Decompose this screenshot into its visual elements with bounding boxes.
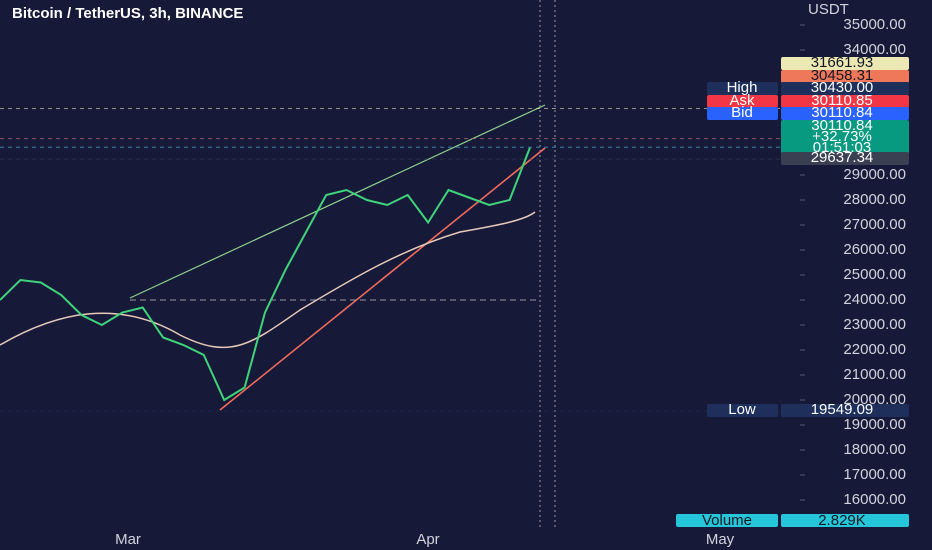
price-label-name: Ask — [729, 92, 755, 109]
price-label-name-box — [707, 107, 778, 120]
price-label: 30110.84 — [811, 104, 872, 121]
y-tick-label: 20000.00 — [843, 391, 906, 408]
price-label: 19549.09 — [811, 401, 874, 418]
y-tick-label: 18000.00 — [843, 441, 906, 458]
y-tick-label: 24000.00 — [843, 291, 906, 308]
price-line — [0, 147, 531, 402]
y-tick-label: 19000.00 — [843, 416, 906, 433]
price-label-name-box — [707, 404, 778, 417]
price-label-box — [781, 57, 909, 70]
price-label: 30110.85 — [811, 92, 872, 109]
price-label: 29637.34 — [811, 149, 874, 166]
x-tick-label: Apr — [416, 531, 439, 548]
price-label-box — [781, 107, 909, 120]
x-tick-label: Mar — [115, 531, 141, 548]
price-label-box — [781, 82, 909, 95]
countdown: 01:51:03 — [813, 139, 871, 156]
price-change: +32.73% — [812, 128, 872, 145]
y-axis-unit: USDT — [808, 1, 849, 18]
y-tick-label: 34000.00 — [843, 41, 906, 58]
volume-name: Volume — [702, 512, 752, 529]
price-label-name: High — [727, 79, 758, 96]
trend-line — [129, 104, 546, 299]
y-tick-label: 29000.00 — [843, 166, 906, 183]
y-tick-label: 35000.00 — [843, 16, 906, 33]
volume-value: 2.829K — [818, 512, 866, 529]
y-tick-label: 17000.00 — [843, 466, 906, 483]
price-label-name: Low — [728, 401, 756, 418]
volume-name-box — [676, 514, 778, 527]
price-label-box — [781, 152, 909, 165]
y-tick-label: 26000.00 — [843, 241, 906, 258]
y-tick-label: 27000.00 — [843, 216, 906, 233]
y-tick-label: 25000.00 — [843, 266, 906, 283]
trend-line — [219, 147, 546, 411]
moving-average — [0, 211, 536, 349]
price-label-box — [781, 404, 909, 417]
price-label: 31661.93 — [811, 54, 874, 71]
y-tick-label: 23000.00 — [843, 316, 906, 333]
price-label-name-box — [707, 82, 778, 95]
y-tick-label: 16000.00 — [843, 491, 906, 508]
price-label-box — [781, 95, 909, 108]
price-label: 30458.31 — [811, 67, 874, 84]
price-label-name-box — [707, 95, 778, 108]
y-tick-label: 21000.00 — [843, 366, 906, 383]
price-label-box — [781, 120, 909, 157]
volume-value-box — [781, 514, 909, 527]
chart-title: Bitcoin / TetherUS, 3h, BINANCE — [12, 5, 243, 22]
price-label-name: Bid — [731, 104, 753, 121]
price-label-box — [781, 70, 909, 83]
y-tick-label: 22000.00 — [843, 341, 906, 358]
price-label: 30110.84 — [811, 117, 872, 134]
price-label: 30430.00 — [811, 79, 874, 96]
y-tick-label: 28000.00 — [843, 191, 906, 208]
x-tick-label: May — [706, 531, 735, 548]
